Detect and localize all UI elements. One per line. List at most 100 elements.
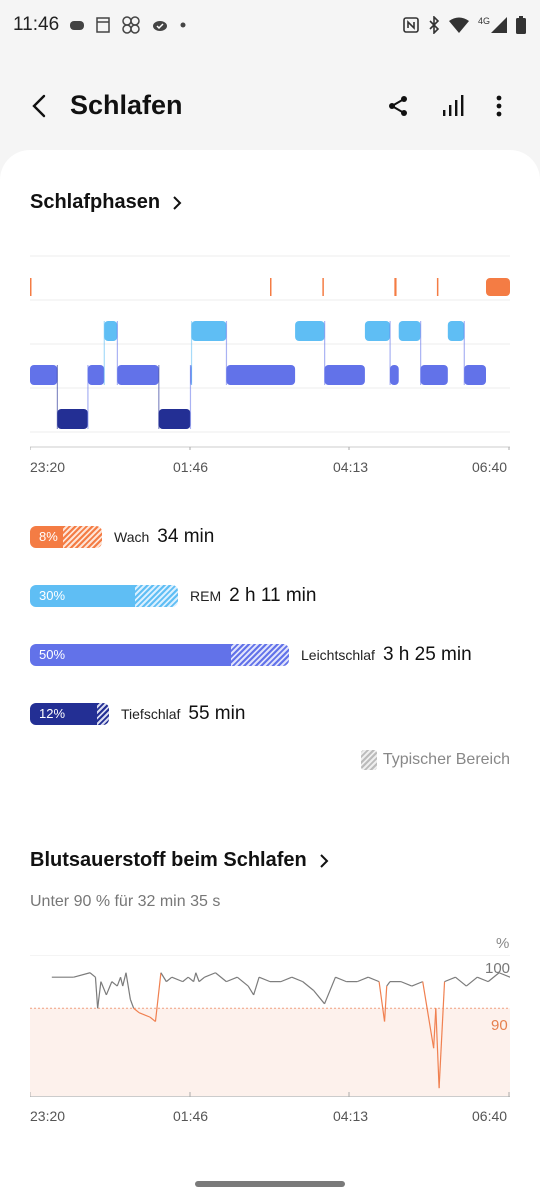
spo2-line-segment (94, 977, 99, 1009)
spo2-line-segment (195, 972, 200, 982)
spo2-line-segment (119, 977, 124, 987)
hypno-segment-tiefschlaf (158, 409, 191, 429)
spo2-line-segment (487, 972, 500, 983)
spo2-line-segment (122, 972, 127, 987)
hypno-x-label-1: 01:46 (173, 459, 209, 475)
spo2-x-label-2: 04:13 (333, 1108, 369, 1124)
hypno-transition (420, 321, 422, 385)
spo2-y-label-90: 90 (491, 1017, 508, 1034)
gesture-nav-bar[interactable] (195, 1181, 345, 1187)
spo2-line-segment (111, 981, 118, 987)
spo2-line-segment (433, 1008, 437, 1049)
nfc-icon (403, 17, 419, 33)
hypno-transition (324, 321, 326, 385)
spo2-line-segment (444, 976, 456, 983)
battery-icon (516, 16, 526, 34)
spo2-line-segment (116, 976, 122, 987)
spo2-line-segment (125, 972, 131, 1000)
spo2-line-segment (302, 981, 315, 991)
spo2-header[interactable]: Blutsauerstoff beim Schlafen (30, 849, 329, 872)
hypno-segment-rem (398, 321, 421, 341)
unlocking-icon (70, 21, 84, 30)
spo2-line-segment (280, 976, 293, 983)
spo2-line-segment (498, 972, 510, 978)
spo2-line-segment (435, 1008, 440, 1089)
statistics-button[interactable] (437, 90, 469, 122)
spo2-line-segment (133, 1007, 140, 1014)
spo2-line-segment (182, 976, 189, 983)
spo2-line-segment (422, 981, 435, 1049)
spo2-line-segment (198, 976, 205, 983)
hypno-segment-leichtschlaf (226, 365, 296, 385)
share-button[interactable] (382, 90, 414, 122)
network-type: 4G (477, 16, 490, 26)
hypno-transition (158, 365, 160, 429)
spo2-title: Blutsauerstoff beim Schlafen (30, 849, 307, 871)
stage-row-rem: 30% REM 2 h 11 min (30, 583, 316, 609)
hypno-transition (103, 321, 105, 385)
spo2-line-segment (438, 981, 446, 1089)
stage-duration-rem: 2 h 11 min (229, 585, 317, 606)
stage-name-rem: REM (190, 588, 222, 604)
typical-range-legend: Typischer Bereich (360, 750, 510, 770)
stage-percent-rem: 30% (39, 588, 66, 603)
spo2-line-segment (383, 986, 388, 1022)
spo2-line-segment (465, 976, 478, 987)
sleep-phases-title: Schlafphasen (30, 191, 161, 213)
spo2-line-segment (149, 1016, 156, 1023)
spo2-line-segment (477, 976, 489, 983)
spo2-line-segment (386, 981, 391, 987)
spo2-line-segment (100, 981, 107, 996)
hypno-segment-leichtschlaf (324, 365, 365, 385)
spo2-x-label-3: 06:40 (472, 1108, 508, 1124)
back-button[interactable] (24, 90, 56, 122)
hypno-segment-wach (322, 278, 324, 296)
stage-percent-wach: 8% (39, 529, 58, 544)
status-bar: 11:46 4G (0, 0, 540, 52)
wifi-icon (448, 17, 469, 33)
more-options-button[interactable] (483, 90, 515, 122)
spo2-line-segment (226, 976, 238, 983)
spo2-line-segment (215, 972, 227, 983)
spo2-line-segment (367, 976, 380, 983)
hatch-icon (360, 750, 377, 770)
app-bar: Schlafen (0, 70, 540, 142)
bluetooth-icon (429, 16, 440, 34)
back-icon (32, 94, 46, 118)
stage-row-leicht: 50% Leichtschlaf 3 h 25 min (30, 642, 472, 668)
stage-row-tief: 12% Tiefschlaf 55 min (30, 701, 245, 727)
signal-icon (491, 17, 507, 33)
stage-bar-tief: 12% (30, 703, 109, 725)
hypno-segment-wach (436, 278, 439, 296)
spo2-line-segment (165, 976, 173, 983)
stage-bar-wach: 8% (30, 526, 102, 548)
chevron-right-icon (320, 853, 329, 868)
spo2-line-segment (236, 976, 249, 987)
spo2-line-segment (171, 976, 183, 983)
spo2-line-segment (378, 981, 386, 1022)
spo2-subtitle: Unter 90 % für 32 min 35 s (30, 893, 221, 910)
spo2-line-segment (411, 981, 423, 987)
sleep-phases-chart (30, 255, 510, 450)
spo2-line-segment (138, 1012, 151, 1018)
spo2-line-segment (105, 981, 113, 996)
page-title: Schlafen (70, 90, 183, 120)
notes-icon (96, 17, 110, 33)
hypno-transition (87, 365, 89, 429)
spo2-x-label-1: 01:46 (173, 1108, 209, 1124)
hypno-segment-rem (364, 321, 390, 341)
spo2-line-segment (160, 972, 167, 982)
stage-duration-wach: 34 min (157, 526, 215, 547)
sleep-phases-header[interactable]: Schlafphasen (30, 191, 182, 214)
hypno-transition (190, 321, 193, 385)
spo2-line-segment (204, 972, 216, 978)
chevron-right-icon (173, 195, 182, 210)
spo2-line-segment (455, 976, 467, 987)
dot-icon (180, 22, 186, 28)
spo2-line-segment (323, 976, 337, 1005)
status-time: 11:46 (13, 14, 60, 35)
stage-duration-tief: 55 min (188, 703, 246, 724)
hypno-segment-rem (295, 321, 325, 341)
hypno-x-label-3: 06:40 (472, 459, 508, 475)
status-left-icons (70, 14, 186, 36)
